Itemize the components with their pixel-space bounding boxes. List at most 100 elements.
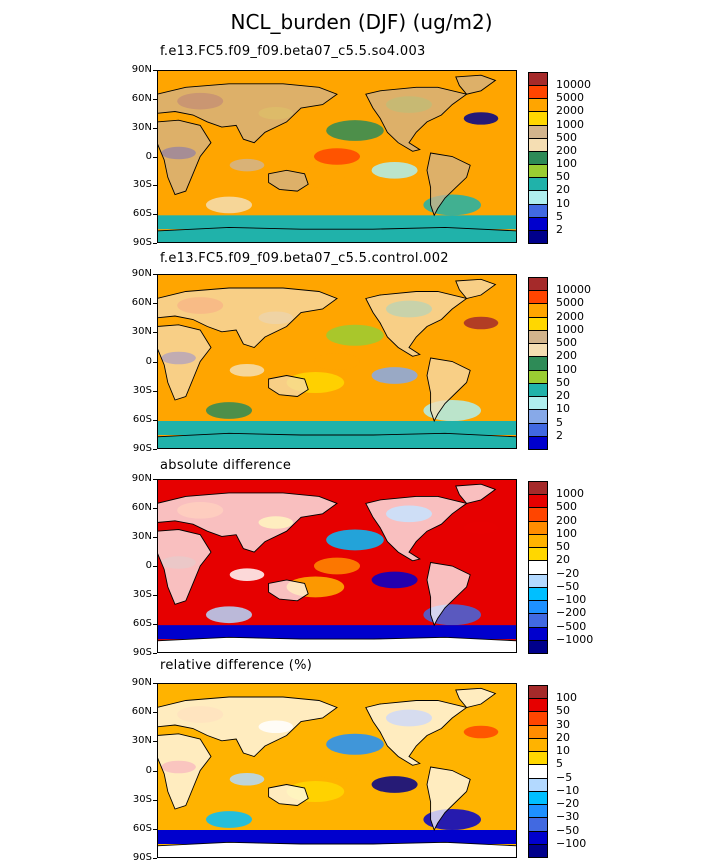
colorbar-level-label: 5000: [556, 296, 584, 310]
continent-australia: [268, 169, 309, 192]
colorbar-swatch: [528, 229, 548, 244]
colorbar-swatch: [528, 698, 548, 713]
colorbar-swatch: [528, 343, 548, 358]
colorbar-swatch: [528, 560, 548, 575]
colorbar-swatch: [528, 804, 548, 819]
colorbar-swatch: [528, 764, 548, 779]
southern-band: [157, 625, 517, 640]
lat-tick: [153, 274, 157, 275]
lat-tick-label: 0: [145, 560, 152, 571]
southern-band: [157, 421, 517, 435]
panel-3-map-canvas: [157, 479, 517, 653]
field-contour: [313, 353, 361, 370]
colorbar-swatch: [528, 613, 548, 628]
colorbar-level-label: 50: [556, 375, 570, 389]
colorbar-level-label: 5: [556, 757, 563, 771]
colorbar-level-label: 1000: [556, 487, 584, 501]
continent-greenland: [455, 74, 497, 95]
panel-1-map-canvas: [157, 70, 517, 243]
colorbar-level-label: −200: [556, 606, 587, 620]
field-contour: [205, 606, 253, 624]
field-contour: [229, 363, 265, 377]
colorbar-level-label: 100: [556, 691, 577, 705]
colorbar-swatch: [528, 290, 548, 305]
lat-tick-label: 0: [145, 355, 152, 367]
colorbar-level-label: 10000: [556, 283, 591, 297]
lat-tick-label: 30N: [131, 326, 152, 338]
colorbar-swatch: [528, 216, 548, 231]
lat-tick-label: 30S: [132, 589, 152, 600]
lat-tick-label: 30S: [132, 179, 152, 191]
continent-greenland: [455, 687, 497, 709]
colorbar-swatch: [528, 830, 548, 845]
lat-tick-label: 60S: [132, 208, 152, 220]
colorbar-level-label: −100: [556, 836, 587, 850]
colorbar-level-label: 100: [556, 362, 577, 376]
lat-tick-label: 90N: [131, 268, 152, 279]
lat-tick: [153, 799, 157, 801]
colorbar-level-label: −5: [556, 770, 573, 784]
continent-africa: [157, 529, 212, 605]
field-contour: [371, 162, 418, 179]
colorbar-level-label: 20: [556, 553, 570, 567]
colorbar-swatch: [528, 356, 548, 371]
colorbar-swatch: [528, 817, 548, 832]
colorbar-level-label: 1000: [556, 322, 584, 336]
southern-band: [157, 830, 517, 844]
field-contour: [313, 557, 361, 575]
colorbar-swatch: [528, 190, 548, 205]
field-contour: [205, 402, 253, 419]
lat-tick: [153, 127, 157, 129]
colorbar-level-label: 10: [556, 744, 570, 758]
lat-tick: [153, 303, 157, 305]
colorbar-swatch: [528, 369, 548, 384]
lat-tick-label: 60N: [131, 92, 152, 104]
lat-tick: [153, 653, 157, 654]
continent-africa: [157, 733, 212, 810]
panel-1-subtitle: f.e13.FC5.f09_f09.beta07_c5.5.so4.003: [160, 44, 426, 59]
colorbar-swatch: [528, 533, 548, 549]
colorbar-swatch: [528, 586, 548, 602]
panel-4-subtitle: relative difference (%): [160, 658, 313, 673]
continent-australia: [268, 784, 309, 806]
colorbar-level-label: 5: [556, 209, 563, 223]
lat-tick: [153, 712, 157, 714]
field-contour: [326, 733, 384, 755]
lat-tick: [153, 595, 157, 596]
colorbar-level-label: 10: [556, 196, 570, 210]
lat-tick: [153, 332, 157, 334]
lat-tick-label: 0: [145, 150, 152, 162]
continent-north-america: [365, 700, 468, 766]
lat-tick-label: 90N: [131, 473, 152, 484]
continent-australia: [268, 579, 309, 602]
colorbar-swatch: [528, 316, 548, 331]
field-contour: [463, 521, 499, 534]
field-contour: [229, 158, 265, 172]
colorbar-swatch: [528, 626, 548, 641]
field-contour: [371, 571, 418, 589]
continent-antarctica: [157, 636, 517, 653]
lat-tick-label: 60S: [132, 618, 152, 629]
panel-4-map: [157, 683, 517, 858]
field-contour: [205, 811, 253, 828]
continent-south-america: [426, 766, 471, 832]
lat-tick: [153, 243, 157, 244]
colorbar-swatch: [528, 685, 548, 700]
colorbar-swatch: [528, 573, 548, 588]
lat-tick: [153, 98, 157, 100]
lat-tick: [153, 156, 157, 158]
colorbar-swatch: [528, 124, 548, 139]
colorbar-level-label: 50: [556, 540, 570, 554]
colorbar-level-label: 200: [556, 513, 577, 527]
colorbar-level-label: −1000: [556, 632, 594, 646]
colorbar-swatch: [528, 277, 548, 292]
lat-tick: [153, 741, 157, 743]
colorbar-level-label: −500: [556, 619, 587, 633]
colorbar-level-label: 50: [556, 170, 570, 184]
colorbar-level-label: 10000: [556, 78, 591, 92]
continent-europe-asia: [157, 696, 338, 758]
map-frame: [157, 70, 517, 243]
continent-africa: [157, 324, 212, 401]
colorbar-level-label: −20: [556, 566, 580, 580]
colorbar-swatch: [528, 409, 548, 424]
